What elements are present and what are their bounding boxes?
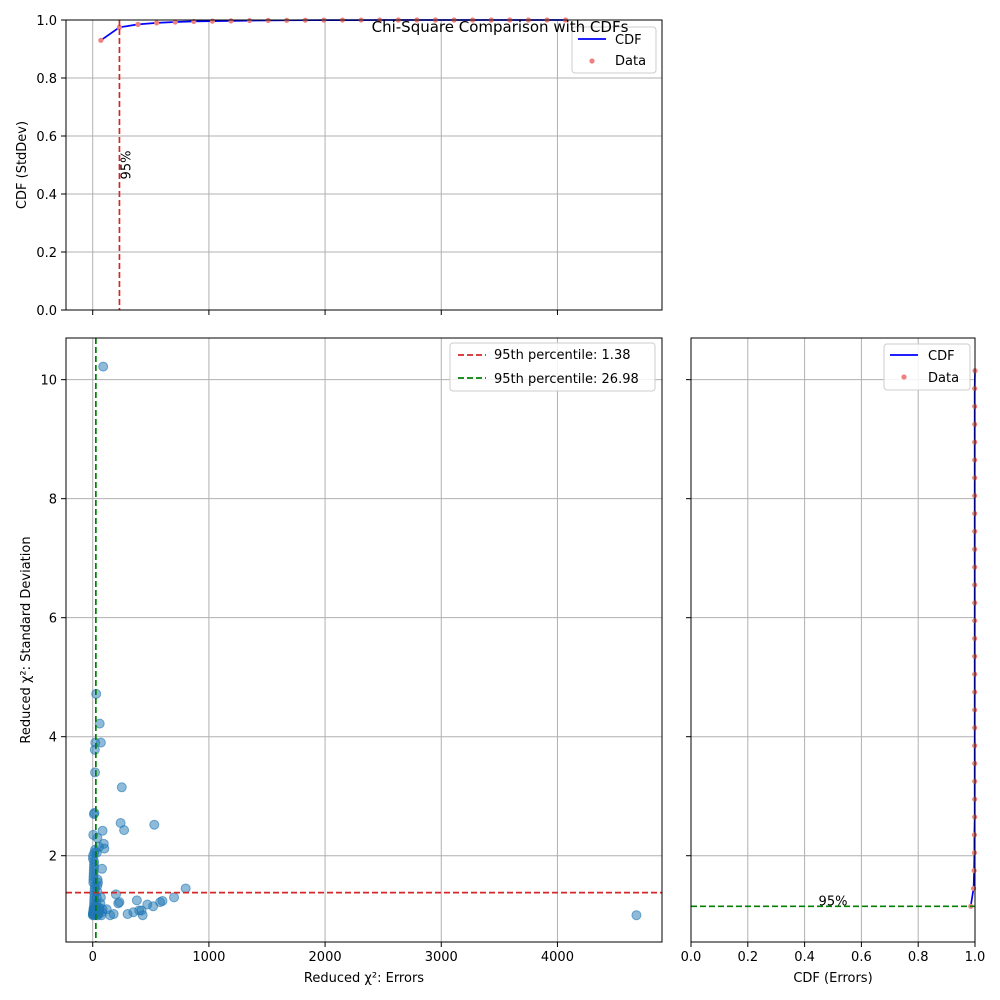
top-legend-data-swatch xyxy=(589,58,595,64)
top-y-axis-label: CDF (StdDev) xyxy=(15,121,30,209)
legend-label-errors-percentile: 95th percentile: 26.98 xyxy=(494,372,639,387)
scatter-point xyxy=(94,718,105,729)
top-cdf-data-point xyxy=(116,24,123,30)
top-95-percent-label: 95% xyxy=(119,151,134,180)
right-legend-data-label: Data xyxy=(928,371,959,386)
right-x-tick-label: 0.6 xyxy=(851,950,872,965)
right-x-tick-label: 0.0 xyxy=(681,950,702,965)
top-y-tick-label: 0.6 xyxy=(36,130,57,145)
scatter-point xyxy=(137,910,148,921)
scatter-point xyxy=(131,895,142,906)
scatter-frame xyxy=(65,337,663,943)
right-cdf-data-point xyxy=(971,850,978,856)
right-frame xyxy=(690,337,976,943)
scatter-panel: 0 1000 2000 3000 4000 2 4 6 8 10 Reduced χ²: Error… xyxy=(19,337,663,986)
scatter-point xyxy=(149,819,160,830)
top-y-tick-label: 0.8 xyxy=(36,72,57,87)
top-cdf-data-point xyxy=(209,18,215,24)
scatter-x-tick-label: 2000 xyxy=(309,950,342,965)
scatter-point xyxy=(91,847,102,858)
scatter-y-tick-label: 4 xyxy=(49,731,57,746)
right-legend-data-swatch xyxy=(901,374,907,380)
top-y-tick-label: 1.0 xyxy=(36,14,57,29)
top-legend: CDF Data xyxy=(571,26,657,74)
scatter-point xyxy=(89,807,100,818)
scatter-point xyxy=(95,737,106,748)
top-legend-data-label: Data xyxy=(615,54,646,69)
right-cdf-data-point xyxy=(971,832,978,838)
scatter-y-tick-label: 6 xyxy=(49,612,57,627)
scatter-point xyxy=(169,892,180,903)
right-x-axis-label: CDF (Errors) xyxy=(793,971,872,986)
right-95-percent-label: 95% xyxy=(819,894,848,909)
scatter-point xyxy=(631,910,642,921)
scatter-y-axis-label: Reduced χ²: Standard Deviation xyxy=(19,536,34,743)
scatter-legend: 95th percentile: 1.38 95th percentile: 26… xyxy=(449,342,656,392)
top-y-tick-label: 0.4 xyxy=(36,188,57,203)
scatter-x-tick-label: 3000 xyxy=(425,950,458,965)
right-legend-cdf-label: CDF xyxy=(928,349,955,364)
top-cdf-data-point xyxy=(172,19,178,25)
top-y-tick-label: 0.0 xyxy=(36,304,57,319)
scatter-point xyxy=(116,782,127,793)
right-x-tick-label: 0.2 xyxy=(737,950,758,965)
scatter-point xyxy=(97,825,108,836)
top-cdf-panel: 0.0 0.2 0.4 0.6 0.8 1.0 95% CDF (StdDev) CDF Data xyxy=(15,14,663,319)
scatter-point xyxy=(157,895,168,906)
legend-label-stddev-percentile: 95th percentile: 1.38 xyxy=(494,348,630,363)
right-legend: CDF Data xyxy=(883,343,971,391)
scatter-x-tick-label: 1000 xyxy=(192,950,225,965)
scatter-point xyxy=(180,883,191,894)
scatter-legend-box xyxy=(449,342,656,392)
scatter-point xyxy=(119,825,130,836)
right-x-tick-label: 1.0 xyxy=(965,950,986,965)
right-x-tick-label: 0.8 xyxy=(908,950,929,965)
top-legend-cdf-label: CDF xyxy=(615,33,642,48)
scatter-x-tick-label: 4000 xyxy=(541,950,574,965)
top-cdf-data-point xyxy=(246,17,253,24)
figure-title: Chi-Square Comparison with CDFs xyxy=(372,18,629,36)
scatter-point xyxy=(92,832,103,843)
scatter-point xyxy=(92,877,103,888)
top-cdf-data-point xyxy=(228,18,234,24)
right-x-tick-label: 0.4 xyxy=(794,950,815,965)
scatter-x-axis-label: Reduced χ²: Errors xyxy=(304,971,424,986)
top-y-tick-label: 0.2 xyxy=(36,246,57,261)
scatter-y-tick-label: 2 xyxy=(49,850,57,865)
scatter-x-tick-label: 0 xyxy=(89,950,97,965)
scatter-point xyxy=(97,863,108,874)
scatter-point xyxy=(114,897,125,908)
top-cdf-data-point xyxy=(154,20,160,26)
scatter-y-tick-label: 10 xyxy=(40,374,57,389)
top-cdf-data-point xyxy=(98,37,104,43)
top-frame xyxy=(65,19,663,311)
right-cdf-panel: 0.0 0.2 0.4 0.6 0.8 1.0 95% CDF (Errors) CDF Data xyxy=(681,337,986,986)
scatter-point xyxy=(98,361,109,372)
scatter-point xyxy=(95,892,106,903)
scatter-y-tick-label: 8 xyxy=(49,493,57,508)
right-cdf-data-point xyxy=(971,867,977,874)
scatter-point xyxy=(108,909,119,920)
top-cdf-data-point xyxy=(135,21,141,27)
